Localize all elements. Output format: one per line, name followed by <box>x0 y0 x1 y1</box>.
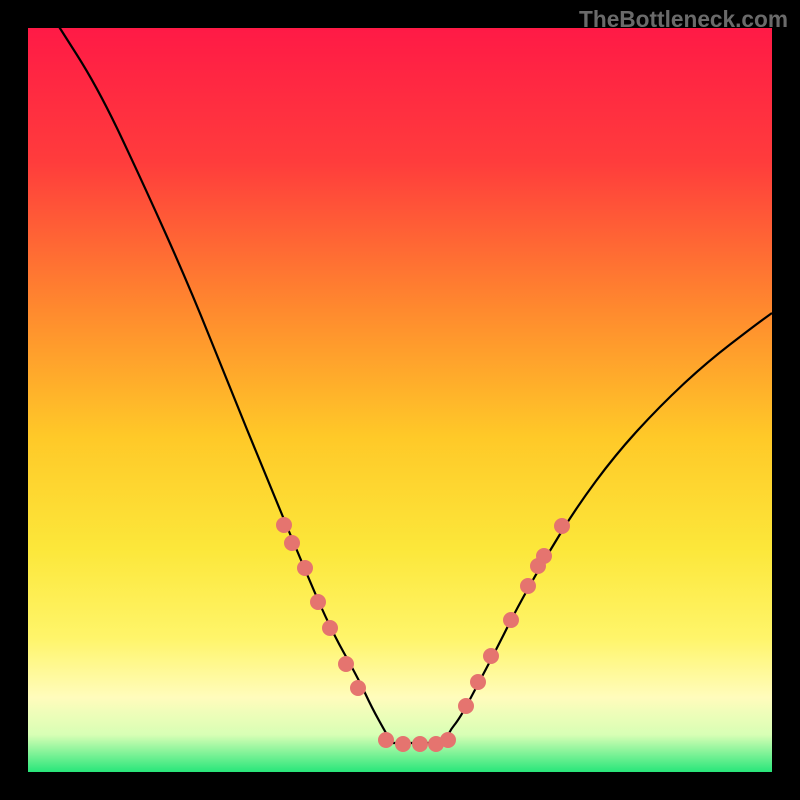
marker-bottom-4 <box>441 733 456 748</box>
marker-left-4 <box>323 621 338 636</box>
v-curve-path <box>56 22 772 743</box>
marker-left-2 <box>298 561 313 576</box>
marker-bottom-2 <box>413 737 428 752</box>
marker-left-3 <box>311 595 326 610</box>
marker-right-6 <box>537 549 552 564</box>
marker-left-6 <box>351 681 366 696</box>
marker-right-2 <box>484 649 499 664</box>
marker-bottom-0 <box>379 733 394 748</box>
watermark-text: TheBottleneck.com <box>579 6 788 33</box>
marker-left-5 <box>339 657 354 672</box>
marker-right-0 <box>459 699 474 714</box>
marker-right-out-0 <box>555 519 570 534</box>
marker-right-3 <box>504 613 519 628</box>
marker-bottom-1 <box>396 737 411 752</box>
marker-left-1 <box>285 536 300 551</box>
marker-left-0 <box>277 518 292 533</box>
marker-group <box>277 518 570 752</box>
chart-frame: TheBottleneck.com <box>0 0 800 800</box>
marker-right-4 <box>521 579 536 594</box>
chart-svg <box>28 28 772 772</box>
plot-area <box>28 28 772 772</box>
marker-right-1 <box>471 675 486 690</box>
